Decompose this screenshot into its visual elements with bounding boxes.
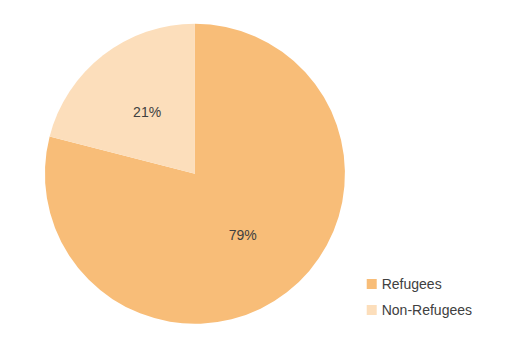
svg-text:Refugees: Refugees — [382, 276, 442, 292]
svg-text:Non-Refugees: Non-Refugees — [382, 302, 472, 318]
svg-text:79%: 79% — [229, 227, 257, 243]
svg-text:21%: 21% — [133, 104, 161, 120]
